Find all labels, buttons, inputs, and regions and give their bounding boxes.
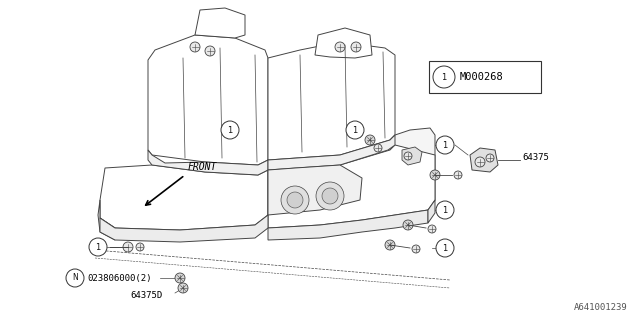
Polygon shape <box>100 165 268 230</box>
Circle shape <box>89 238 107 256</box>
Polygon shape <box>100 215 268 242</box>
Circle shape <box>322 188 338 204</box>
Polygon shape <box>98 200 115 240</box>
Circle shape <box>403 220 413 230</box>
Circle shape <box>365 135 375 145</box>
Text: 1: 1 <box>353 125 358 134</box>
Text: A641001239: A641001239 <box>574 303 628 312</box>
Text: 1: 1 <box>95 243 100 252</box>
Polygon shape <box>402 147 422 165</box>
Polygon shape <box>390 128 435 215</box>
Circle shape <box>412 245 420 253</box>
Polygon shape <box>268 135 395 170</box>
Text: M000268: M000268 <box>460 72 504 82</box>
Polygon shape <box>470 148 498 172</box>
Circle shape <box>221 121 239 139</box>
Polygon shape <box>195 8 245 38</box>
Circle shape <box>178 283 188 293</box>
Polygon shape <box>268 145 435 228</box>
Circle shape <box>346 121 364 139</box>
Circle shape <box>175 273 185 283</box>
Circle shape <box>436 201 454 219</box>
Circle shape <box>136 243 144 251</box>
Circle shape <box>436 239 454 257</box>
Text: 64375D: 64375D <box>130 291 163 300</box>
Text: 1: 1 <box>442 73 447 82</box>
Circle shape <box>436 136 454 154</box>
Polygon shape <box>268 165 362 215</box>
Circle shape <box>428 225 436 233</box>
Circle shape <box>351 42 361 52</box>
Circle shape <box>475 157 485 167</box>
Text: 1: 1 <box>442 205 447 214</box>
Circle shape <box>433 66 455 88</box>
Circle shape <box>385 240 395 250</box>
Polygon shape <box>268 42 395 160</box>
Circle shape <box>66 269 84 287</box>
Polygon shape <box>268 210 428 240</box>
Text: 1: 1 <box>442 244 447 252</box>
Text: 1: 1 <box>227 125 232 134</box>
Circle shape <box>454 171 462 179</box>
Polygon shape <box>315 28 372 58</box>
Text: 1: 1 <box>442 140 447 149</box>
Circle shape <box>205 46 215 56</box>
Circle shape <box>281 186 309 214</box>
Text: FRONT: FRONT <box>188 162 218 172</box>
Polygon shape <box>148 150 268 175</box>
Circle shape <box>123 242 133 252</box>
Polygon shape <box>428 200 435 223</box>
Text: N: N <box>72 274 78 283</box>
Text: 023806000(2): 023806000(2) <box>87 274 152 283</box>
Text: 64375: 64375 <box>522 153 549 162</box>
Circle shape <box>404 152 412 160</box>
Polygon shape <box>148 35 268 165</box>
Circle shape <box>287 192 303 208</box>
FancyBboxPatch shape <box>429 61 541 93</box>
Circle shape <box>335 42 345 52</box>
Circle shape <box>374 144 382 152</box>
Circle shape <box>430 170 440 180</box>
Circle shape <box>486 154 494 162</box>
Circle shape <box>190 42 200 52</box>
Circle shape <box>316 182 344 210</box>
